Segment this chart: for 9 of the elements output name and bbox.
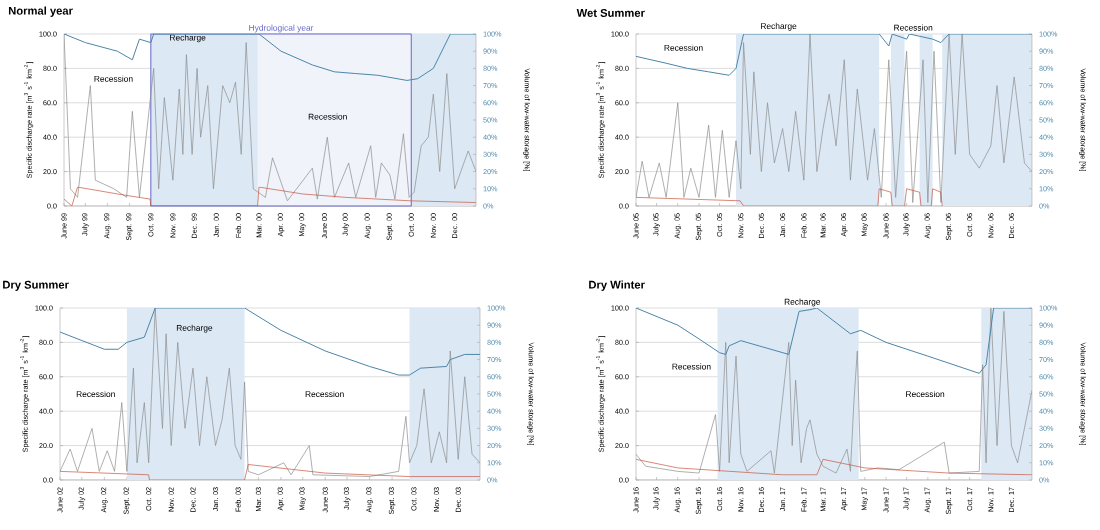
line-series — [60, 307, 481, 477]
line-series — [636, 307, 1032, 474]
line-series — [60, 307, 481, 376]
line-series — [636, 33, 1032, 203]
line-series — [636, 188, 943, 206]
line-series — [636, 458, 1032, 476]
line-series — [636, 33, 1032, 76]
line-series — [64, 33, 477, 81]
line-series — [636, 307, 1032, 374]
